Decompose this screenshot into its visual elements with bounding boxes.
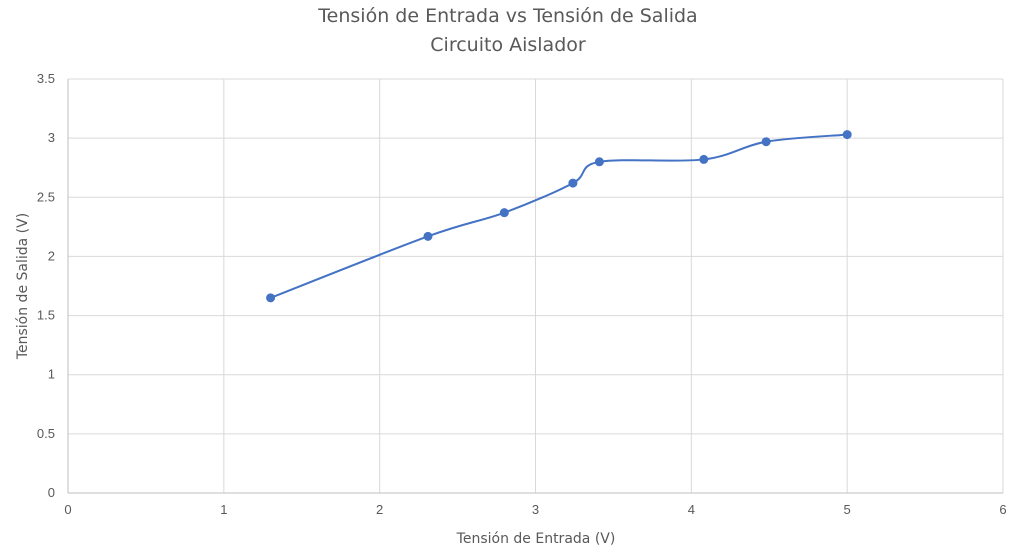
y-tick-label: 2 [48,248,55,263]
y-tick-label: 2.5 [37,189,55,204]
data-point [842,130,852,140]
y-tick-label: 3.5 [37,71,55,86]
data-point [568,178,578,188]
x-tick-label: 1 [220,502,227,517]
data-point [499,208,509,218]
y-tick-label: 1 [48,367,55,382]
data-point [423,231,433,241]
chart-subtitle: Circuito Aislador [430,34,586,56]
y-tick-label: 0 [48,485,55,500]
x-tick-label: 3 [532,502,539,517]
x-tick-label: 4 [688,502,695,517]
y-tick-label: 0.5 [37,426,55,441]
x-tick-label: 2 [376,502,383,517]
x-tick-label: 0 [64,502,71,517]
data-point [266,293,276,303]
grid-layer [68,78,1004,493]
data-point [594,157,604,167]
series-line [270,133,848,299]
x-axis-title: Tensión de Entrada (V) [456,531,616,547]
data-point [699,154,709,164]
y-tick-label: 1.5 [37,308,55,323]
x-tick-label: 5 [844,502,851,517]
chart-title: Tensión de Entrada vs Tensión de Salida [317,5,697,27]
data-point [761,137,771,147]
y-axis-title: Tensión de Salida (V) [15,213,31,360]
x-tick-label: 6 [999,502,1006,517]
series-layer [266,130,852,303]
axis-layer: 0 0.5 1 1.5 2 2.5 3 3.5 0 1 2 3 4 5 6 [37,71,1007,517]
y-tick-label: 3 [48,130,55,145]
